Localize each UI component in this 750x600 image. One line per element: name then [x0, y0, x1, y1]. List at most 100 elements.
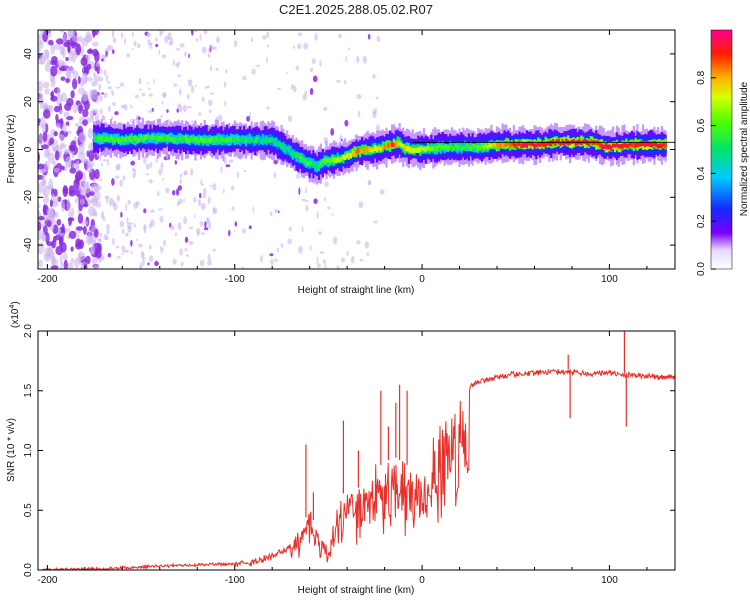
ridge-core [108, 137, 111, 143]
ridge-core [272, 140, 276, 145]
noise-speck [85, 255, 91, 265]
ridge-core [357, 147, 360, 153]
noise-speck [188, 79, 193, 82]
noise-speck [38, 259, 43, 268]
noise-speck [133, 223, 136, 229]
ridge-core [301, 156, 304, 162]
ridge-core [331, 157, 334, 163]
noise-speck [138, 88, 142, 91]
noise-speck [116, 163, 121, 170]
noise-speck [48, 178, 54, 191]
ridge-core [115, 136, 118, 141]
x-tick-label: -100 [225, 575, 245, 586]
noise-speck [77, 125, 84, 134]
noise-speck [60, 76, 66, 81]
noise-speck [249, 111, 252, 119]
ridge-core [598, 142, 602, 148]
ridge-core [628, 142, 632, 147]
noise-speck [198, 200, 202, 207]
ridge-core [460, 146, 463, 151]
noise-speck [179, 248, 183, 256]
noise-speck [38, 163, 45, 170]
noise-speck [93, 264, 100, 269]
noise-speck [368, 33, 371, 40]
ridge-core [138, 137, 141, 143]
noise-speck [242, 75, 247, 81]
ridge-core [509, 142, 512, 148]
ridge-core [132, 135, 135, 141]
ridge-core [310, 160, 313, 166]
noise-speck [380, 189, 385, 195]
noise-speck [210, 45, 214, 51]
noise-speck [319, 60, 322, 67]
noise-speck [79, 198, 85, 206]
ridge-core [164, 134, 167, 139]
ridge-core [651, 142, 654, 148]
noise-speck [59, 109, 64, 115]
noise-speck [362, 55, 367, 64]
noise-speck [199, 193, 202, 199]
noise-speck [50, 65, 58, 77]
ridge-core [282, 143, 285, 149]
noise-speck [155, 43, 159, 48]
noise-speck [107, 158, 110, 166]
noise-speck [150, 209, 155, 213]
ridge-core [346, 152, 349, 158]
noise-speck [119, 82, 125, 87]
ridge-core [169, 137, 173, 142]
noise-speck [298, 187, 301, 196]
ridge-core [119, 139, 122, 144]
noise-speck [301, 226, 304, 233]
noise-speck [59, 30, 65, 33]
ridge-core [449, 143, 452, 149]
ridge-core [196, 137, 199, 143]
noise-speck [150, 219, 155, 227]
noise-speck [295, 65, 299, 71]
noise-speck [52, 161, 57, 166]
ridge-core [555, 139, 558, 144]
noise-speck [231, 185, 235, 191]
noise-speck [50, 265, 59, 269]
noise-speck [136, 43, 141, 49]
noise-speck [56, 218, 62, 226]
noise-speck [47, 152, 56, 164]
noise-speck [167, 154, 170, 161]
noise-speck [91, 41, 99, 47]
noise-speck [51, 200, 59, 208]
noise-speck [95, 62, 101, 68]
noise-speck [65, 155, 72, 168]
noise-speck [231, 206, 235, 211]
noise-speck [172, 59, 175, 67]
ridge-core [340, 156, 343, 162]
noise-speck [345, 55, 347, 63]
noise-speck [68, 185, 76, 194]
noise-speck [82, 225, 87, 235]
noise-speck [212, 207, 218, 214]
noise-speck [38, 168, 46, 173]
ridge-core [106, 136, 109, 142]
noise-speck [139, 262, 143, 269]
noise-speck [340, 257, 345, 263]
noise-speck [63, 42, 71, 48]
noise-speck [204, 221, 207, 228]
noise-speck [176, 201, 181, 207]
ridge-core [362, 146, 366, 151]
noise-speck [74, 197, 80, 204]
noise-speck [303, 42, 309, 50]
noise-speck [99, 178, 103, 182]
noise-speck [48, 39, 54, 46]
noise-speck [40, 223, 46, 228]
noise-speck [78, 131, 87, 143]
ridge-core [383, 145, 386, 150]
noise-speck [42, 231, 46, 243]
ridge-core [372, 147, 375, 153]
noise-speck [248, 225, 252, 230]
ridge-core [404, 145, 407, 151]
noise-speck [176, 188, 180, 196]
colorbar-tick-label: 0.6 [696, 118, 707, 132]
ridge-core [657, 143, 660, 149]
noise-speck [126, 53, 130, 58]
ridge-core [531, 141, 534, 147]
ridge-core [222, 137, 225, 143]
noise-speck [202, 46, 207, 54]
